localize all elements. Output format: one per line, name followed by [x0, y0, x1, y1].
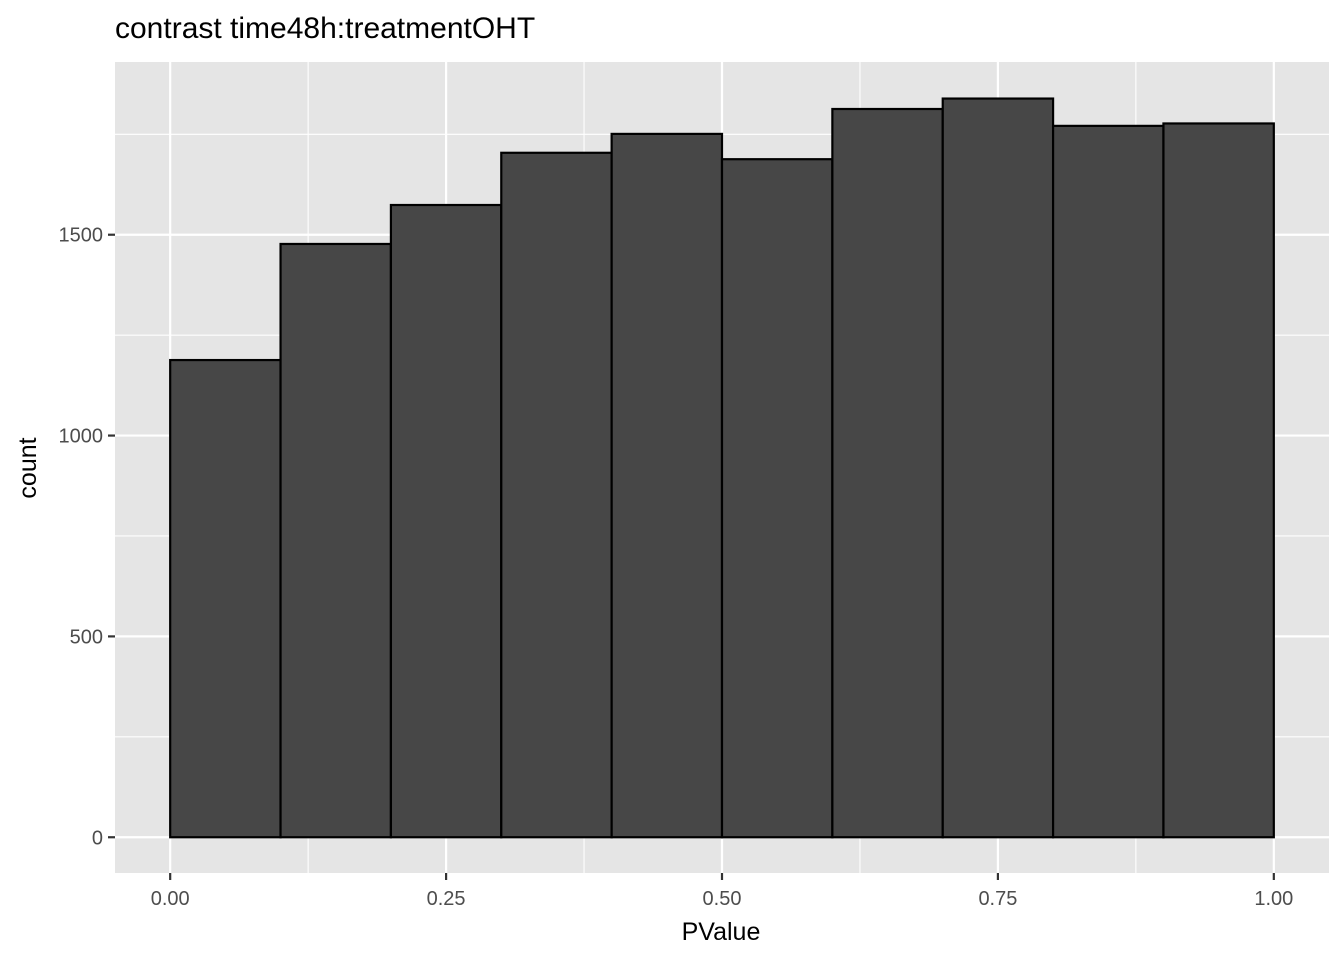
x-tick-label: 0.75: [978, 888, 1017, 910]
y-tick-label: 1000: [59, 426, 104, 448]
histogram-bar: [1051, 124, 1165, 839]
histogram-bar: [720, 158, 834, 839]
histogram-bar: [389, 203, 503, 839]
y-tick-label: 0: [92, 827, 103, 849]
histogram-bar: [1162, 122, 1275, 839]
y-axis: 0 500 1000 1500: [59, 225, 115, 849]
x-axis-title: PValue: [682, 918, 761, 946]
histogram-bar: [279, 242, 393, 839]
x-tick-label: 0.50: [703, 888, 742, 910]
y-axis-title: count: [14, 437, 42, 498]
x-tick-label: 1.00: [1254, 888, 1293, 910]
y-tick-label: 1500: [59, 225, 104, 247]
x-tick-label: 0.00: [151, 888, 190, 910]
histogram-bar: [169, 358, 282, 839]
x-tick-label: 0.25: [427, 888, 466, 910]
histogram-bar: [500, 151, 613, 839]
histogram-bar: [941, 97, 1055, 839]
histogram-bars: [169, 97, 1275, 839]
x-axis: 0.00 0.25 0.50 0.75 1.00: [151, 873, 1293, 910]
histogram-bar: [610, 132, 724, 839]
histogram-bar: [831, 107, 944, 839]
chart-title: contrast time48h:treatmentOHT: [115, 12, 535, 45]
y-tick-label: 500: [70, 626, 103, 648]
